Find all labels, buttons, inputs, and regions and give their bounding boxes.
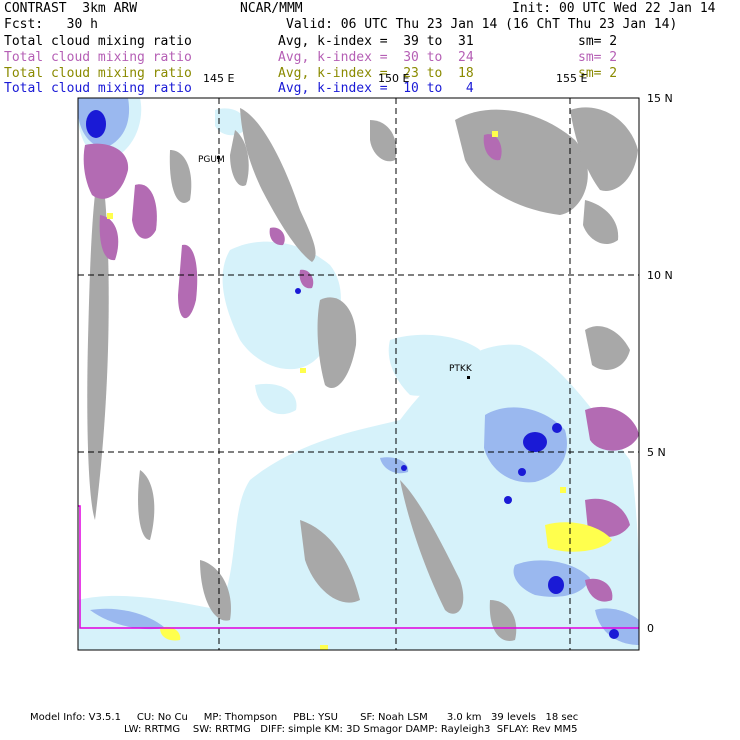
lat-label-5n: 5 N bbox=[647, 446, 666, 459]
lon-label-145: 145 E bbox=[203, 72, 234, 85]
legend-avg-1: Avg, k-index = 39 to 31 bbox=[278, 34, 474, 49]
station-marker-pgum bbox=[217, 156, 220, 159]
station-label-pgum: PGUM bbox=[198, 155, 225, 165]
grey-low-cloud-field bbox=[87, 107, 638, 641]
legend-field-2: Total cloud mixing ratio bbox=[4, 50, 192, 65]
lat-label-15n: 15 N bbox=[647, 92, 673, 105]
legend-avg-4: Avg, k-index = 10 to 4 bbox=[278, 81, 474, 96]
yellow-cloud-field bbox=[107, 131, 612, 650]
init-time: Init: 00 UTC Wed 22 Jan 14 bbox=[512, 1, 716, 16]
legend-field-1: Total cloud mixing ratio bbox=[4, 34, 192, 49]
station-label-ptkk: PTKK bbox=[449, 364, 473, 374]
organization-label: NCAR/MMM bbox=[240, 1, 303, 16]
lon-label-150: 150 E bbox=[378, 72, 409, 85]
legend-field-3: Total cloud mixing ratio bbox=[4, 66, 192, 81]
legend-sm-2: sm= 2 bbox=[578, 50, 618, 65]
model-title: CONTRAST 3km ARW bbox=[4, 1, 138, 16]
model-info-line-2: LW: RRTMG SW: RRTMG DIFF: simple KM: 3D … bbox=[124, 724, 578, 735]
model-info-line-1: Model Info: V3.5.1 CU: No Cu MP: Thompso… bbox=[30, 712, 579, 723]
dark-blue-cloud-cores bbox=[86, 110, 619, 639]
legend-field-4: Total cloud mixing ratio bbox=[4, 81, 192, 96]
purple-cloud-field bbox=[83, 134, 639, 602]
lat-label-0: 0 bbox=[647, 622, 654, 635]
legend-sm-3: sm= 2 bbox=[578, 66, 618, 81]
domain-boundary bbox=[78, 505, 639, 629]
station-marker-ptkk bbox=[467, 376, 470, 379]
map-frame bbox=[77, 97, 640, 651]
forecast-hour: Fcst: 30 h bbox=[4, 17, 98, 32]
legend-sm-1: sm= 2 bbox=[578, 34, 618, 49]
lon-label-155: 155 E bbox=[556, 72, 587, 85]
lat-lon-grid bbox=[78, 98, 639, 650]
legend-avg-2: Avg, k-index = 30 to 24 bbox=[278, 50, 474, 65]
legend-avg-3: Avg, k-index = 23 to 18 bbox=[278, 66, 474, 81]
lat-label-10n: 10 N bbox=[647, 269, 673, 282]
valid-time: Valid: 06 UTC Thu 23 Jan 14 (16 ChT Thu … bbox=[286, 17, 678, 32]
cloud-map: 145 E 150 E 155 E 15 N 10 N 5 N 0 PGUM P… bbox=[77, 72, 673, 651]
